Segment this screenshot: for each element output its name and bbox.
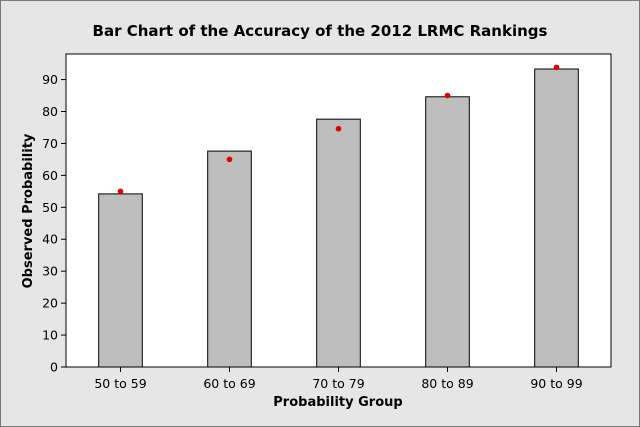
data-point (335, 125, 342, 132)
y-tick-label: 30 (42, 264, 58, 279)
x-tick-label: 50 to 59 (94, 376, 146, 391)
bar (316, 118, 361, 368)
y-tick-label: 40 (42, 232, 58, 247)
y-axis-label: Observed Probability (21, 133, 36, 288)
x-tick-label: 70 to 79 (312, 376, 364, 391)
x-axis: 50 to 59 60 to 69 70 to 79 80 to 89 90 to 99 (94, 367, 583, 391)
bar (207, 150, 252, 368)
data-point (553, 64, 560, 71)
y-tick-label: 70 (42, 136, 58, 151)
y-axis: 0 10 20 30 40 50 60 70 80 90 (42, 72, 66, 375)
points (117, 64, 560, 195)
bar (534, 68, 579, 368)
bar (98, 193, 143, 368)
x-axis-label: Probability Group (273, 395, 402, 410)
y-tick-label: 20 (42, 296, 58, 311)
x-tick-label: 80 to 89 (421, 376, 473, 391)
data-point (444, 92, 451, 99)
y-tick-label: 90 (42, 72, 58, 87)
chart-title: Bar Chart of the Accuracy of the 2012 LR… (93, 22, 548, 40)
y-tick-label: 80 (42, 104, 58, 119)
y-tick-label: 0 (50, 360, 58, 375)
y-tick-label: 10 (42, 328, 58, 343)
bars (98, 68, 579, 368)
bar (425, 96, 470, 368)
data-point (117, 188, 124, 195)
y-tick-label: 60 (42, 168, 58, 183)
data-point (226, 156, 233, 163)
y-tick-label: 50 (42, 200, 58, 215)
x-tick-label: 90 to 99 (530, 376, 582, 391)
x-tick-label: 60 to 69 (203, 376, 255, 391)
